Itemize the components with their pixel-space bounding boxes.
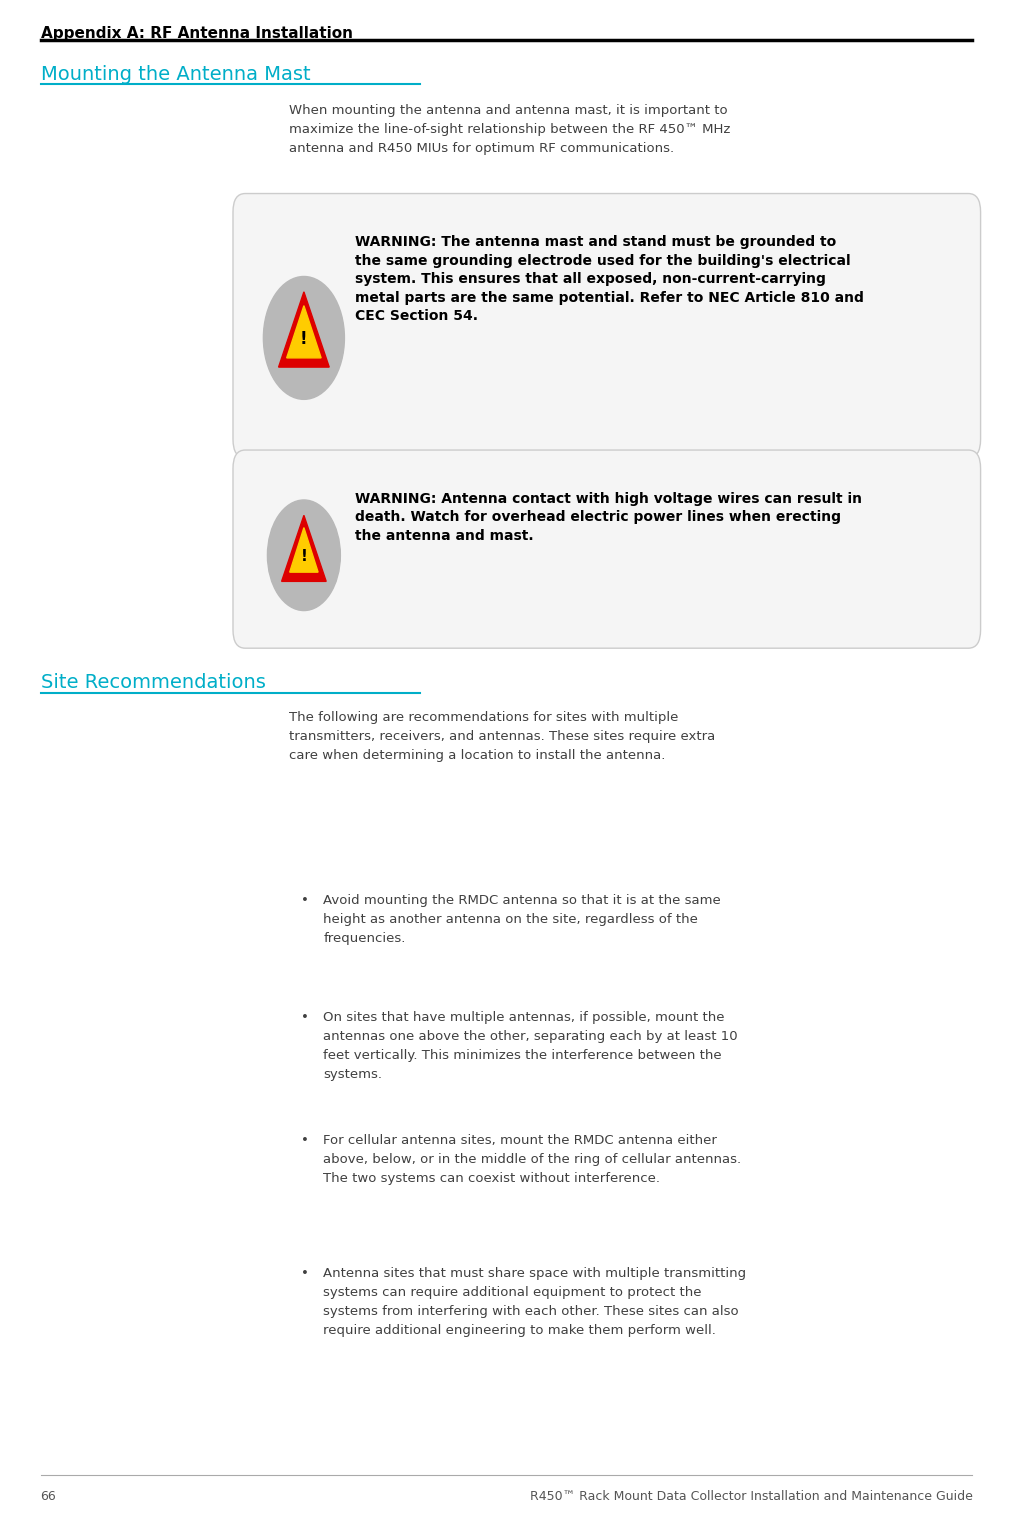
Text: •: • bbox=[301, 1267, 309, 1279]
Circle shape bbox=[263, 276, 344, 399]
Text: !: ! bbox=[300, 330, 308, 349]
Text: WARNING: The antenna mast and stand must be grounded to
the same grounding elect: WARNING: The antenna mast and stand must… bbox=[355, 235, 863, 324]
Polygon shape bbox=[279, 292, 329, 367]
Text: •: • bbox=[301, 894, 309, 906]
Text: 66: 66 bbox=[41, 1490, 57, 1502]
FancyBboxPatch shape bbox=[233, 450, 981, 648]
Text: Antenna sites that must share space with multiple transmitting
systems can requi: Antenna sites that must share space with… bbox=[323, 1267, 747, 1338]
Text: Appendix A: RF Antenna Installation: Appendix A: RF Antenna Installation bbox=[41, 26, 353, 41]
Circle shape bbox=[267, 501, 340, 611]
Text: The following are recommendations for sites with multiple
transmitters, receiver: The following are recommendations for si… bbox=[289, 711, 715, 762]
Polygon shape bbox=[290, 528, 318, 573]
Text: !: ! bbox=[301, 550, 307, 564]
Polygon shape bbox=[282, 516, 326, 582]
Text: Avoid mounting the RMDC antenna so that it is at the same
height as another ante: Avoid mounting the RMDC antenna so that … bbox=[323, 894, 721, 945]
Text: On sites that have multiple antennas, if possible, mount the
antennas one above : On sites that have multiple antennas, if… bbox=[323, 1011, 737, 1081]
Text: R450™ Rack Mount Data Collector Installation and Maintenance Guide: R450™ Rack Mount Data Collector Installa… bbox=[530, 1490, 972, 1502]
Text: Mounting the Antenna Mast: Mounting the Antenna Mast bbox=[41, 65, 310, 83]
Text: •: • bbox=[301, 1011, 309, 1023]
Text: For cellular antenna sites, mount the RMDC antenna either
above, below, or in th: For cellular antenna sites, mount the RM… bbox=[323, 1134, 742, 1184]
Text: WARNING: Antenna contact with high voltage wires can result in
death. Watch for : WARNING: Antenna contact with high volta… bbox=[355, 492, 861, 542]
Polygon shape bbox=[287, 306, 321, 358]
Text: •: • bbox=[301, 1134, 309, 1146]
FancyBboxPatch shape bbox=[233, 194, 981, 458]
Text: Site Recommendations: Site Recommendations bbox=[41, 673, 265, 691]
Text: When mounting the antenna and antenna mast, it is important to
maximize the line: When mounting the antenna and antenna ma… bbox=[289, 104, 730, 155]
